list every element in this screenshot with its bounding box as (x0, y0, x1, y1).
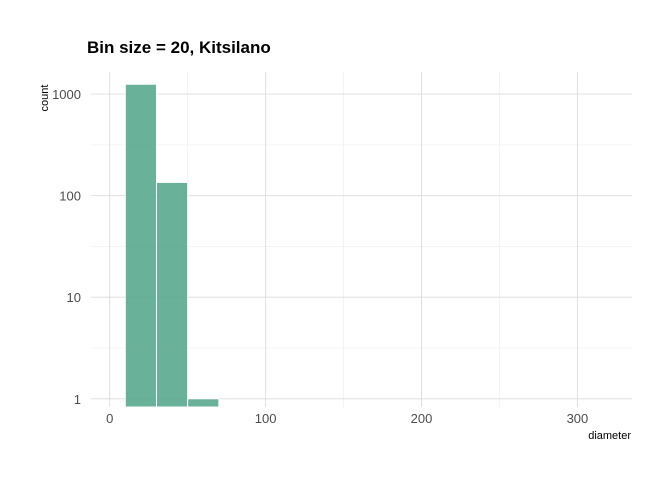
y-tick-label: 1 (74, 392, 81, 407)
x-tick-label: 300 (567, 411, 589, 426)
histogram-bars (124, 83, 220, 408)
chart-title: Bin size = 20, Kitsilano (87, 38, 271, 57)
x-axis-title: diameter (588, 430, 631, 442)
x-tick-label: 0 (106, 411, 113, 426)
y-axis-title: count (39, 85, 51, 112)
histogram-bar-2 (187, 398, 220, 408)
x-tick-label: 200 (411, 411, 433, 426)
histogram-bar-0 (124, 83, 157, 408)
y-axis-tick-labels: 1 10 100 1000 (52, 87, 81, 407)
x-tick-label: 100 (255, 411, 277, 426)
y-tick-label: 1000 (52, 87, 81, 102)
x-axis-tick-labels: 0 100 200 300 (106, 411, 588, 426)
histogram-bar-1 (155, 181, 189, 408)
y-tick-label: 100 (59, 189, 81, 204)
y-tick-label: 10 (67, 290, 81, 305)
